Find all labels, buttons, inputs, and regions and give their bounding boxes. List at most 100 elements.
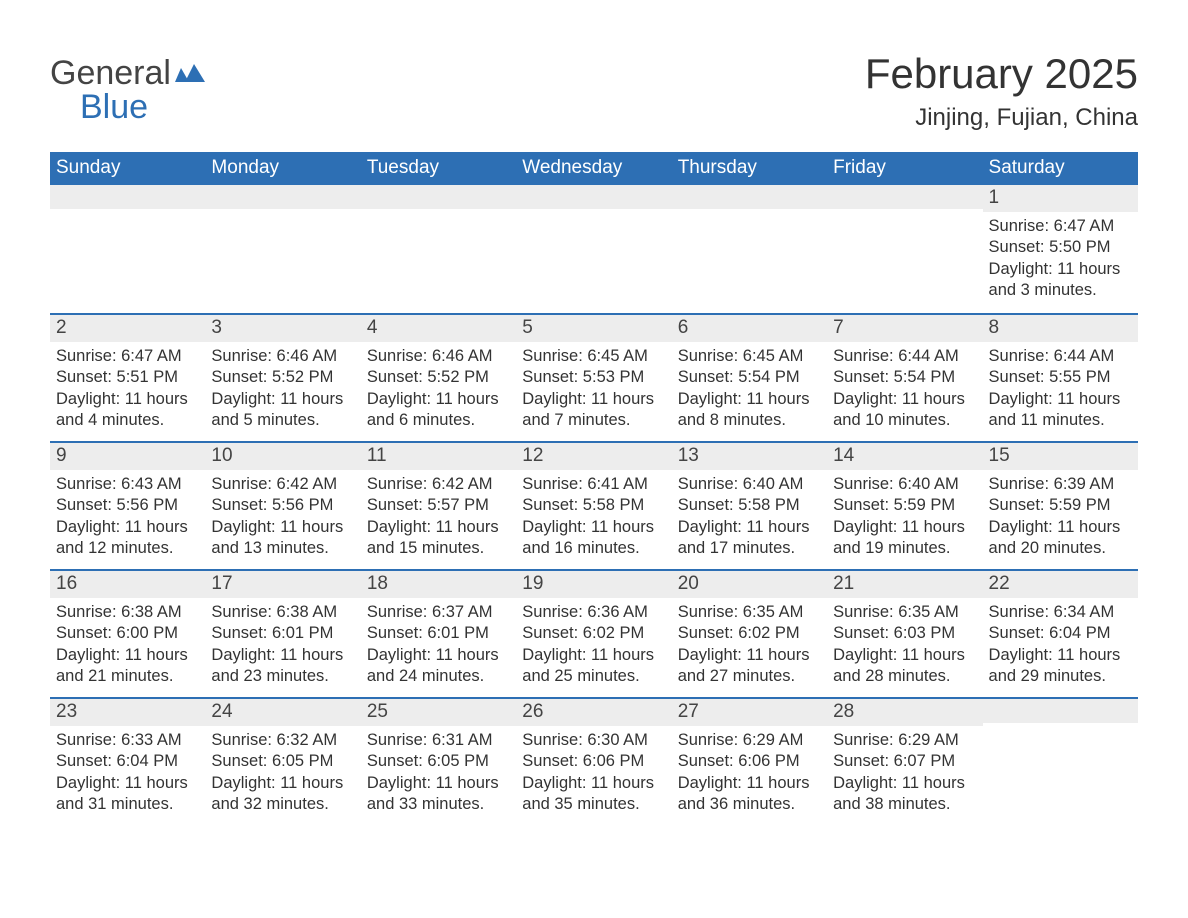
calendar-day: 21Sunrise: 6:35 AMSunset: 6:03 PMDayligh… bbox=[827, 571, 982, 697]
day-number: 22 bbox=[983, 571, 1138, 598]
calendar-day: 13Sunrise: 6:40 AMSunset: 5:58 PMDayligh… bbox=[672, 443, 827, 569]
day-body: Sunrise: 6:35 AMSunset: 6:02 PMDaylight:… bbox=[672, 598, 827, 696]
daylight-text: Daylight: 11 hours and 16 minutes. bbox=[522, 517, 665, 559]
sunrise-text: Sunrise: 6:29 AM bbox=[833, 730, 976, 751]
sunset-text: Sunset: 5:52 PM bbox=[211, 367, 354, 388]
day-number: 26 bbox=[516, 699, 671, 726]
day-number: 21 bbox=[827, 571, 982, 598]
daylight-text: Daylight: 11 hours and 28 minutes. bbox=[833, 645, 976, 687]
day-number bbox=[983, 699, 1138, 723]
calendar-day: 18Sunrise: 6:37 AMSunset: 6:01 PMDayligh… bbox=[361, 571, 516, 697]
calendar-day: 2Sunrise: 6:47 AMSunset: 5:51 PMDaylight… bbox=[50, 315, 205, 441]
day-body bbox=[672, 209, 827, 223]
daylight-text: Daylight: 11 hours and 3 minutes. bbox=[989, 259, 1132, 301]
sunrise-text: Sunrise: 6:33 AM bbox=[56, 730, 199, 751]
calendar-day: 17Sunrise: 6:38 AMSunset: 6:01 PMDayligh… bbox=[205, 571, 360, 697]
day-body bbox=[983, 723, 1138, 737]
daylight-text: Daylight: 11 hours and 33 minutes. bbox=[367, 773, 510, 815]
day-body: Sunrise: 6:36 AMSunset: 6:02 PMDaylight:… bbox=[516, 598, 671, 696]
sunrise-text: Sunrise: 6:36 AM bbox=[522, 602, 665, 623]
day-number bbox=[361, 185, 516, 209]
sunrise-text: Sunrise: 6:30 AM bbox=[522, 730, 665, 751]
title-block: February 2025 Jinjing, Fujian, China bbox=[865, 50, 1138, 132]
calendar-week: 16Sunrise: 6:38 AMSunset: 6:00 PMDayligh… bbox=[50, 569, 1138, 697]
day-body: Sunrise: 6:32 AMSunset: 6:05 PMDaylight:… bbox=[205, 726, 360, 824]
calendar-day: 10Sunrise: 6:42 AMSunset: 5:56 PMDayligh… bbox=[205, 443, 360, 569]
calendar-day-empty bbox=[361, 185, 516, 313]
header: General Blue February 2025 Jinjing, Fuji… bbox=[50, 50, 1138, 132]
sunset-text: Sunset: 5:59 PM bbox=[989, 495, 1132, 516]
daylight-text: Daylight: 11 hours and 25 minutes. bbox=[522, 645, 665, 687]
day-number: 27 bbox=[672, 699, 827, 726]
sunrise-text: Sunrise: 6:31 AM bbox=[367, 730, 510, 751]
calendar-week: 23Sunrise: 6:33 AMSunset: 6:04 PMDayligh… bbox=[50, 697, 1138, 825]
calendar-day-empty bbox=[205, 185, 360, 313]
calendar-day-empty bbox=[516, 185, 671, 313]
daylight-text: Daylight: 11 hours and 12 minutes. bbox=[56, 517, 199, 559]
day-number: 4 bbox=[361, 315, 516, 342]
calendar-week: 9Sunrise: 6:43 AMSunset: 5:56 PMDaylight… bbox=[50, 441, 1138, 569]
day-number bbox=[827, 185, 982, 209]
day-number: 10 bbox=[205, 443, 360, 470]
day-number bbox=[50, 185, 205, 209]
sunset-text: Sunset: 5:59 PM bbox=[833, 495, 976, 516]
daylight-text: Daylight: 11 hours and 21 minutes. bbox=[56, 645, 199, 687]
calendar-day: 16Sunrise: 6:38 AMSunset: 6:00 PMDayligh… bbox=[50, 571, 205, 697]
day-body: Sunrise: 6:45 AMSunset: 5:53 PMDaylight:… bbox=[516, 342, 671, 440]
day-number: 11 bbox=[361, 443, 516, 470]
sunset-text: Sunset: 6:02 PM bbox=[522, 623, 665, 644]
sunrise-text: Sunrise: 6:37 AM bbox=[367, 602, 510, 623]
weekday-header: Saturday bbox=[983, 152, 1138, 185]
sunset-text: Sunset: 6:01 PM bbox=[211, 623, 354, 644]
day-body: Sunrise: 6:29 AMSunset: 6:06 PMDaylight:… bbox=[672, 726, 827, 824]
daylight-text: Daylight: 11 hours and 11 minutes. bbox=[989, 389, 1132, 431]
weekday-header: Sunday bbox=[50, 152, 205, 185]
sunset-text: Sunset: 5:56 PM bbox=[56, 495, 199, 516]
day-body: Sunrise: 6:47 AMSunset: 5:50 PMDaylight:… bbox=[983, 212, 1138, 310]
daylight-text: Daylight: 11 hours and 38 minutes. bbox=[833, 773, 976, 815]
calendar-day: 20Sunrise: 6:35 AMSunset: 6:02 PMDayligh… bbox=[672, 571, 827, 697]
sunset-text: Sunset: 6:06 PM bbox=[678, 751, 821, 772]
sunset-text: Sunset: 6:00 PM bbox=[56, 623, 199, 644]
sunrise-text: Sunrise: 6:29 AM bbox=[678, 730, 821, 751]
sunset-text: Sunset: 6:07 PM bbox=[833, 751, 976, 772]
calendar-day-empty bbox=[983, 699, 1138, 825]
day-number: 6 bbox=[672, 315, 827, 342]
sunrise-text: Sunrise: 6:45 AM bbox=[522, 346, 665, 367]
day-number: 16 bbox=[50, 571, 205, 598]
calendar-day: 14Sunrise: 6:40 AMSunset: 5:59 PMDayligh… bbox=[827, 443, 982, 569]
calendar-day: 22Sunrise: 6:34 AMSunset: 6:04 PMDayligh… bbox=[983, 571, 1138, 697]
weekday-header-row: SundayMondayTuesdayWednesdayThursdayFrid… bbox=[50, 152, 1138, 185]
sunset-text: Sunset: 6:05 PM bbox=[211, 751, 354, 772]
calendar-day-empty bbox=[827, 185, 982, 313]
weekday-header: Friday bbox=[827, 152, 982, 185]
calendar-day: 26Sunrise: 6:30 AMSunset: 6:06 PMDayligh… bbox=[516, 699, 671, 825]
calendar-day: 12Sunrise: 6:41 AMSunset: 5:58 PMDayligh… bbox=[516, 443, 671, 569]
sunset-text: Sunset: 5:58 PM bbox=[678, 495, 821, 516]
sunset-text: Sunset: 5:58 PM bbox=[522, 495, 665, 516]
daylight-text: Daylight: 11 hours and 7 minutes. bbox=[522, 389, 665, 431]
day-number bbox=[516, 185, 671, 209]
day-body: Sunrise: 6:40 AMSunset: 5:59 PMDaylight:… bbox=[827, 470, 982, 568]
calendar-day: 15Sunrise: 6:39 AMSunset: 5:59 PMDayligh… bbox=[983, 443, 1138, 569]
weekday-header: Wednesday bbox=[516, 152, 671, 185]
calendar-week: 2Sunrise: 6:47 AMSunset: 5:51 PMDaylight… bbox=[50, 313, 1138, 441]
sunrise-text: Sunrise: 6:42 AM bbox=[367, 474, 510, 495]
calendar-day: 5Sunrise: 6:45 AMSunset: 5:53 PMDaylight… bbox=[516, 315, 671, 441]
sunrise-text: Sunrise: 6:46 AM bbox=[367, 346, 510, 367]
sunset-text: Sunset: 5:54 PM bbox=[833, 367, 976, 388]
day-body: Sunrise: 6:43 AMSunset: 5:56 PMDaylight:… bbox=[50, 470, 205, 568]
location-label: Jinjing, Fujian, China bbox=[865, 104, 1138, 132]
day-number: 3 bbox=[205, 315, 360, 342]
calendar-day: 9Sunrise: 6:43 AMSunset: 5:56 PMDaylight… bbox=[50, 443, 205, 569]
sunrise-text: Sunrise: 6:32 AM bbox=[211, 730, 354, 751]
day-number: 19 bbox=[516, 571, 671, 598]
sunrise-text: Sunrise: 6:43 AM bbox=[56, 474, 199, 495]
logo-text-general: General bbox=[50, 54, 171, 92]
sunset-text: Sunset: 5:53 PM bbox=[522, 367, 665, 388]
day-body bbox=[50, 209, 205, 223]
sunrise-text: Sunrise: 6:34 AM bbox=[989, 602, 1132, 623]
day-number: 25 bbox=[361, 699, 516, 726]
weekday-header: Tuesday bbox=[361, 152, 516, 185]
sunset-text: Sunset: 5:57 PM bbox=[367, 495, 510, 516]
